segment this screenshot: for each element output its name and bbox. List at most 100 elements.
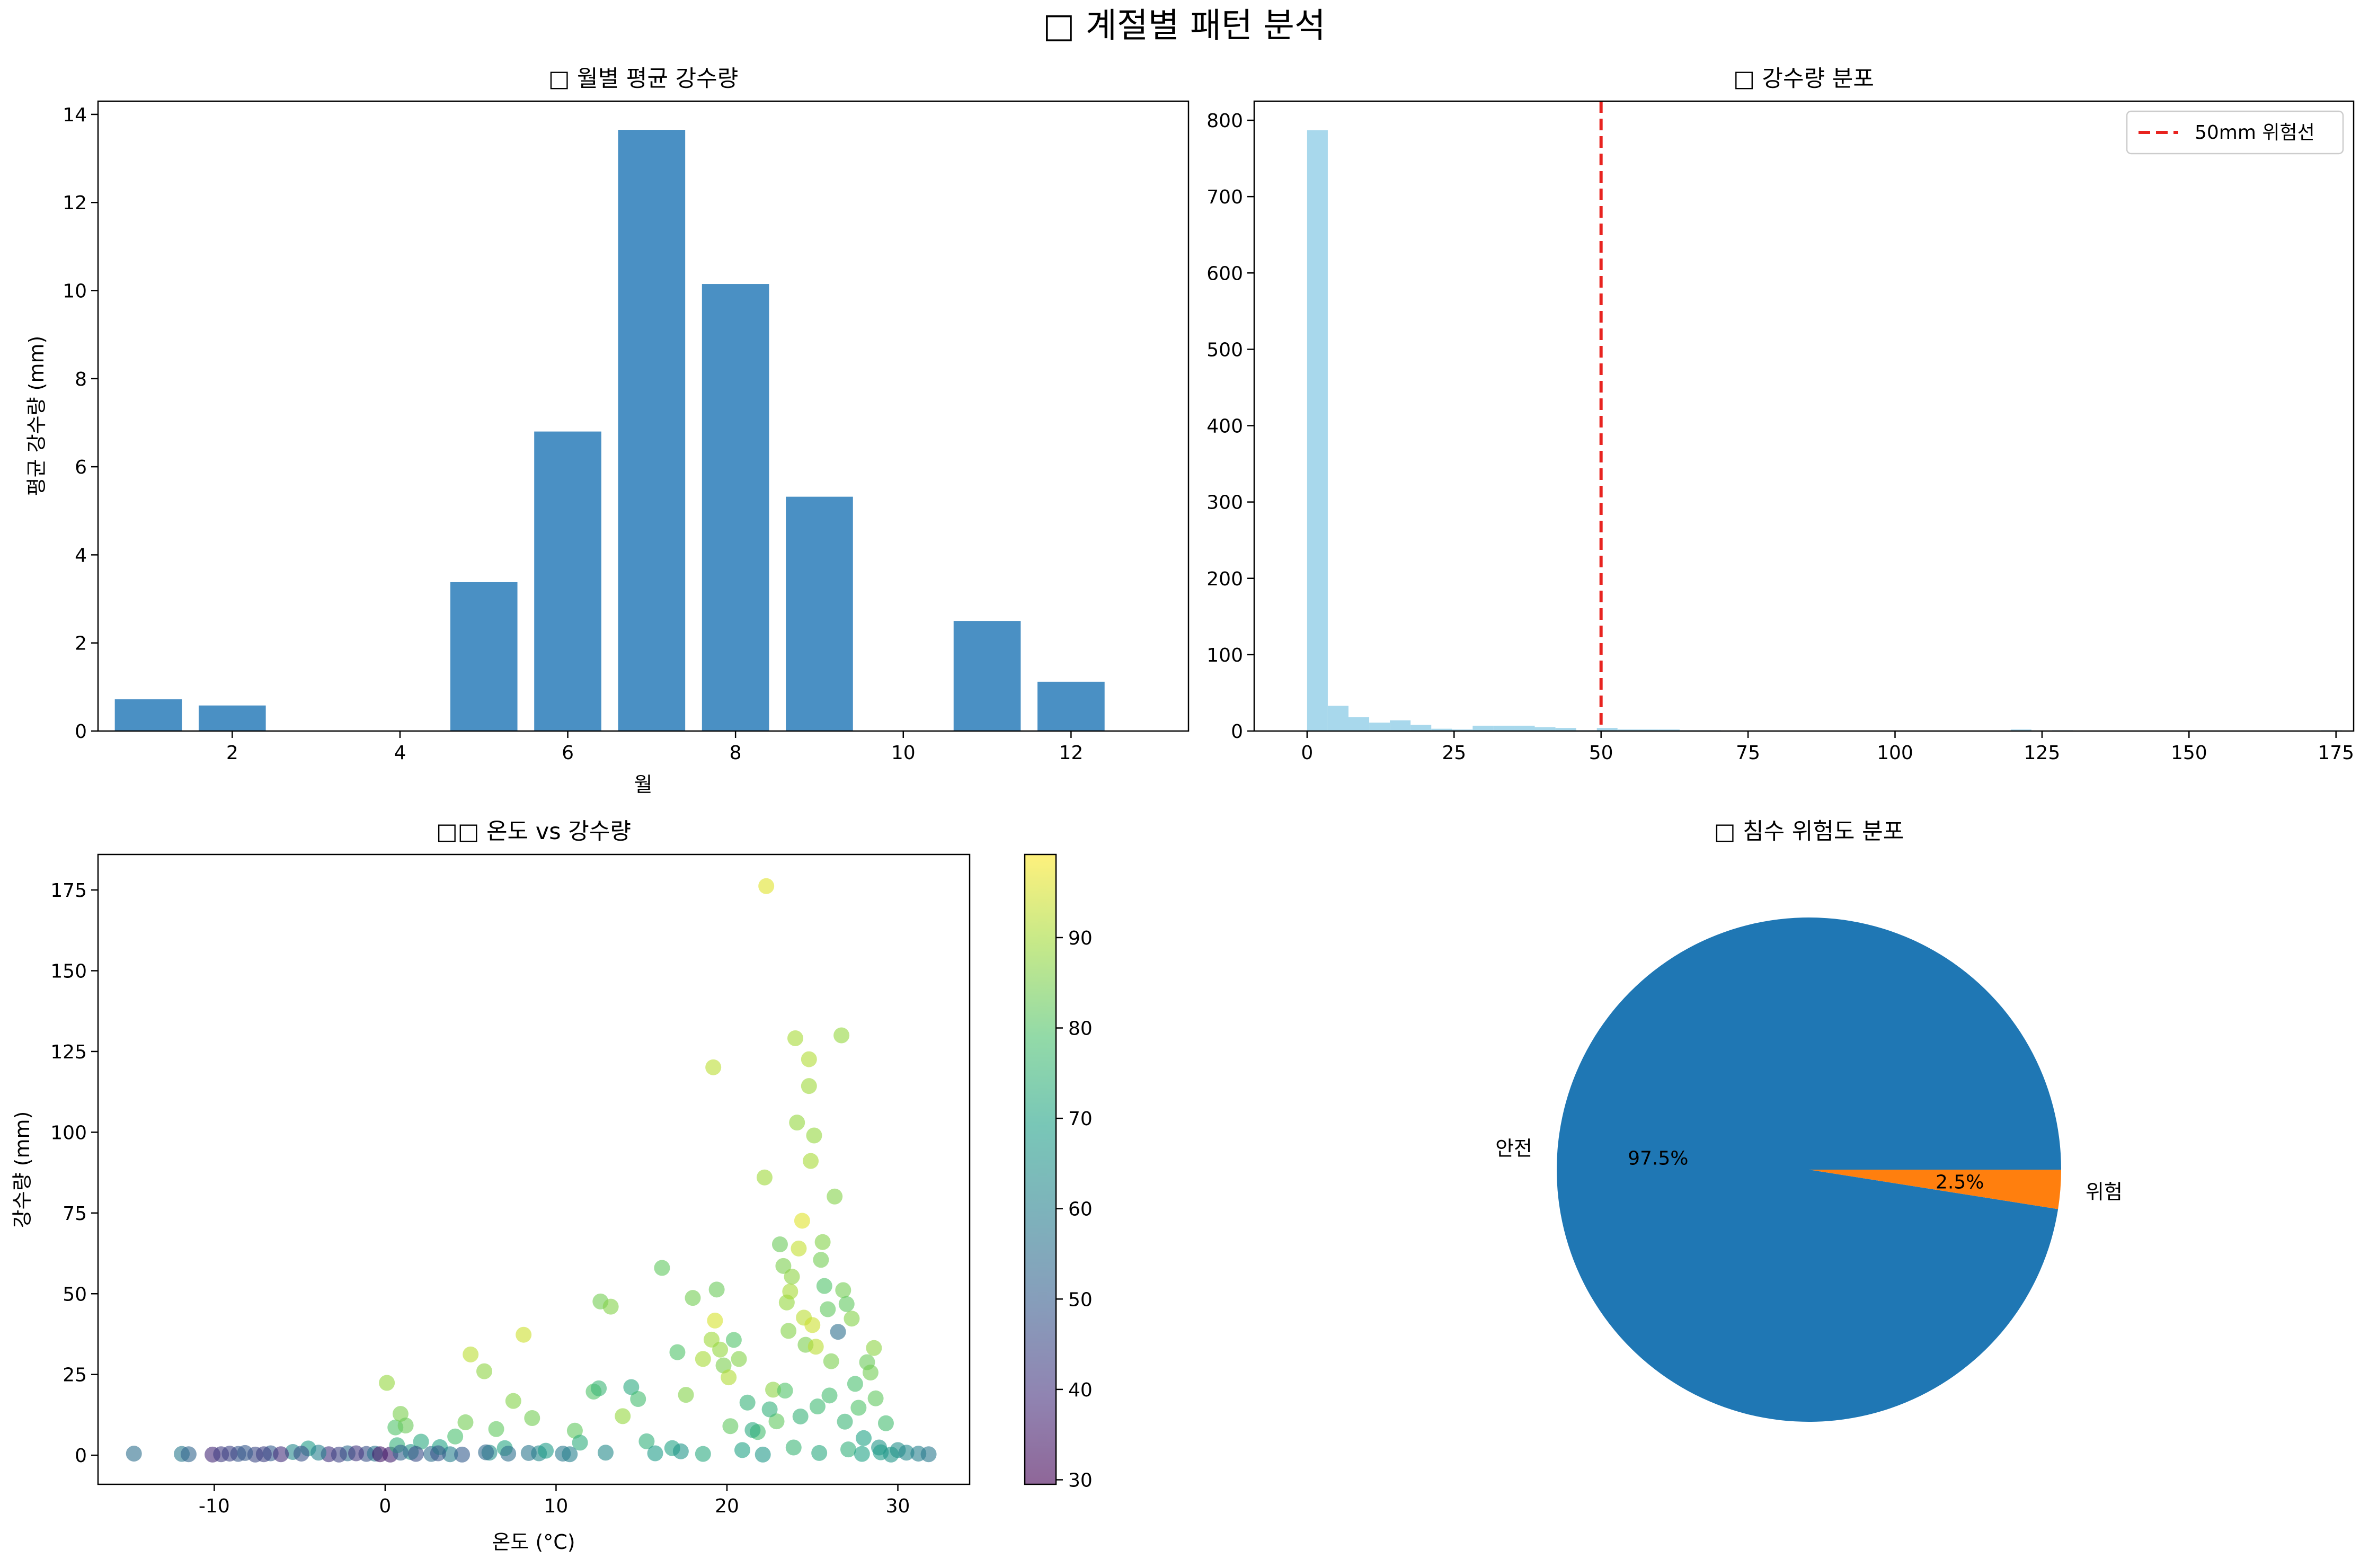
temperature-rainfall-scatter-panel: -10 0 10 20 30 0 25 50 75 100 125 150 175 □□ 온도 vs … — [11, 818, 1093, 1554]
y-tick-label: 8 — [75, 369, 87, 390]
scatter-point — [221, 1446, 238, 1462]
x-tick-label: 0 — [1301, 742, 1313, 764]
scatter-point — [505, 1393, 521, 1409]
scatter-point — [538, 1442, 554, 1459]
scatter-point — [840, 1441, 856, 1458]
bar-month-8 — [702, 284, 769, 731]
colorbar-frame — [1024, 853, 1057, 1485]
x-tick-label: 4 — [394, 742, 406, 764]
y-tick-label: 4 — [75, 545, 87, 566]
scatter-point — [488, 1421, 504, 1437]
scatter-point — [775, 1258, 792, 1274]
pie-slices — [1556, 917, 2061, 1422]
colorbar-tick-label: 30 — [1068, 1469, 1093, 1491]
monthly-chart-title: □ 월별 평균 강수량 — [548, 66, 739, 92]
x-tick-label: 20 — [715, 1495, 739, 1517]
scatter-point — [476, 1363, 492, 1379]
scatter-point — [566, 1422, 583, 1439]
figure-title: □ 계절별 패턴 분석 — [1043, 6, 1326, 46]
scatter-point — [847, 1376, 863, 1392]
histogram-plot-frame — [1253, 100, 2355, 732]
scatter-point — [638, 1433, 655, 1449]
scatter-point — [725, 1332, 742, 1348]
scatter-point — [447, 1428, 464, 1445]
histogram-bars — [1307, 130, 2342, 731]
histogram-bin — [2010, 729, 2031, 731]
pie-labels: 안전 97.5% 위험 2.5% — [1495, 1137, 2123, 1204]
histogram-bin — [1514, 725, 1535, 731]
x-tick-label: 8 — [730, 742, 742, 764]
scatter-point — [442, 1446, 458, 1463]
monthly-y-ticks: 0 2 4 6 8 10 12 14 — [63, 104, 98, 743]
y-tick-label: 700 — [1206, 186, 1243, 208]
y-tick-label: 400 — [1206, 416, 1243, 438]
scatter-point — [293, 1446, 309, 1462]
x-tick-label: 6 — [562, 742, 574, 764]
bar-month-11 — [953, 621, 1021, 731]
histogram-bin — [1431, 728, 1452, 731]
scatter-point — [623, 1379, 640, 1395]
scatter-point — [734, 1442, 751, 1458]
bar-month-5 — [450, 582, 518, 731]
colorbar-tick-label: 60 — [1068, 1199, 1093, 1220]
scatter-point — [801, 1051, 817, 1067]
y-tick-label: 50 — [63, 1284, 87, 1305]
scatter-point — [837, 1413, 853, 1430]
x-tick-label: 50 — [1589, 742, 1613, 764]
y-tick-label: 200 — [1206, 568, 1243, 590]
scatter-point — [838, 1296, 855, 1312]
scatter-point — [780, 1323, 797, 1339]
scatter-point — [827, 1188, 843, 1205]
x-tick-label: 0 — [379, 1495, 391, 1517]
histogram-bin — [1596, 728, 1618, 731]
x-tick-label: 175 — [2318, 742, 2354, 764]
scatter-point — [457, 1414, 474, 1430]
y-tick-label: 25 — [63, 1365, 87, 1386]
scatter-point — [739, 1394, 756, 1411]
scatter-point — [856, 1430, 872, 1446]
scatter-point — [669, 1344, 686, 1360]
scatter-point — [721, 1369, 737, 1386]
colorbar-tick-label: 70 — [1068, 1108, 1093, 1130]
scatter-point — [791, 1240, 807, 1257]
scatter-point — [823, 1353, 839, 1369]
scatter-point — [771, 1236, 788, 1252]
scatter-point — [850, 1400, 867, 1416]
histogram-bin — [1410, 725, 1432, 731]
x-tick-label: 25 — [1442, 742, 1466, 764]
scatter-point — [765, 1382, 782, 1398]
histogram-bin — [1390, 720, 1411, 731]
scatter-point — [816, 1278, 832, 1294]
y-tick-label: 125 — [50, 1041, 87, 1063]
scatter-point — [794, 1213, 810, 1229]
scatter-point — [801, 1078, 817, 1094]
scatter-points — [126, 878, 937, 1463]
scatter-point — [615, 1408, 631, 1424]
x-tick-label: 125 — [2024, 742, 2061, 764]
scatter-point — [707, 1312, 723, 1329]
scatter-point — [756, 1169, 773, 1186]
scatter-point — [758, 878, 775, 894]
scatter-point — [854, 1446, 870, 1462]
scatter-point — [722, 1418, 739, 1435]
scatter-point — [731, 1351, 747, 1367]
scatter-point — [809, 1398, 826, 1415]
scatter-point — [500, 1446, 517, 1462]
scatter-point — [787, 1030, 803, 1046]
histogram-bin — [1472, 725, 1494, 731]
scatter-point — [672, 1443, 689, 1459]
scatter-point — [478, 1444, 494, 1460]
scatter-point — [273, 1446, 289, 1463]
scatter-point — [454, 1446, 471, 1463]
y-tick-label: 300 — [1206, 492, 1243, 514]
x-tick-label: 75 — [1736, 742, 1760, 764]
y-tick-label: 100 — [50, 1122, 87, 1144]
y-tick-label: 800 — [1206, 110, 1243, 132]
histogram-y-ticks: 0 100 200 300 400 500 600 700 800 — [1206, 110, 1254, 743]
scatter-point — [647, 1445, 663, 1462]
histogram-chart-title: □ 강수량 분포 — [1733, 66, 1874, 92]
pie-slice-safe — [1556, 917, 2061, 1422]
scatter-point — [237, 1445, 253, 1461]
scatter-point — [835, 1282, 851, 1298]
histogram-legend: 50mm 위험선 — [2126, 110, 2344, 155]
